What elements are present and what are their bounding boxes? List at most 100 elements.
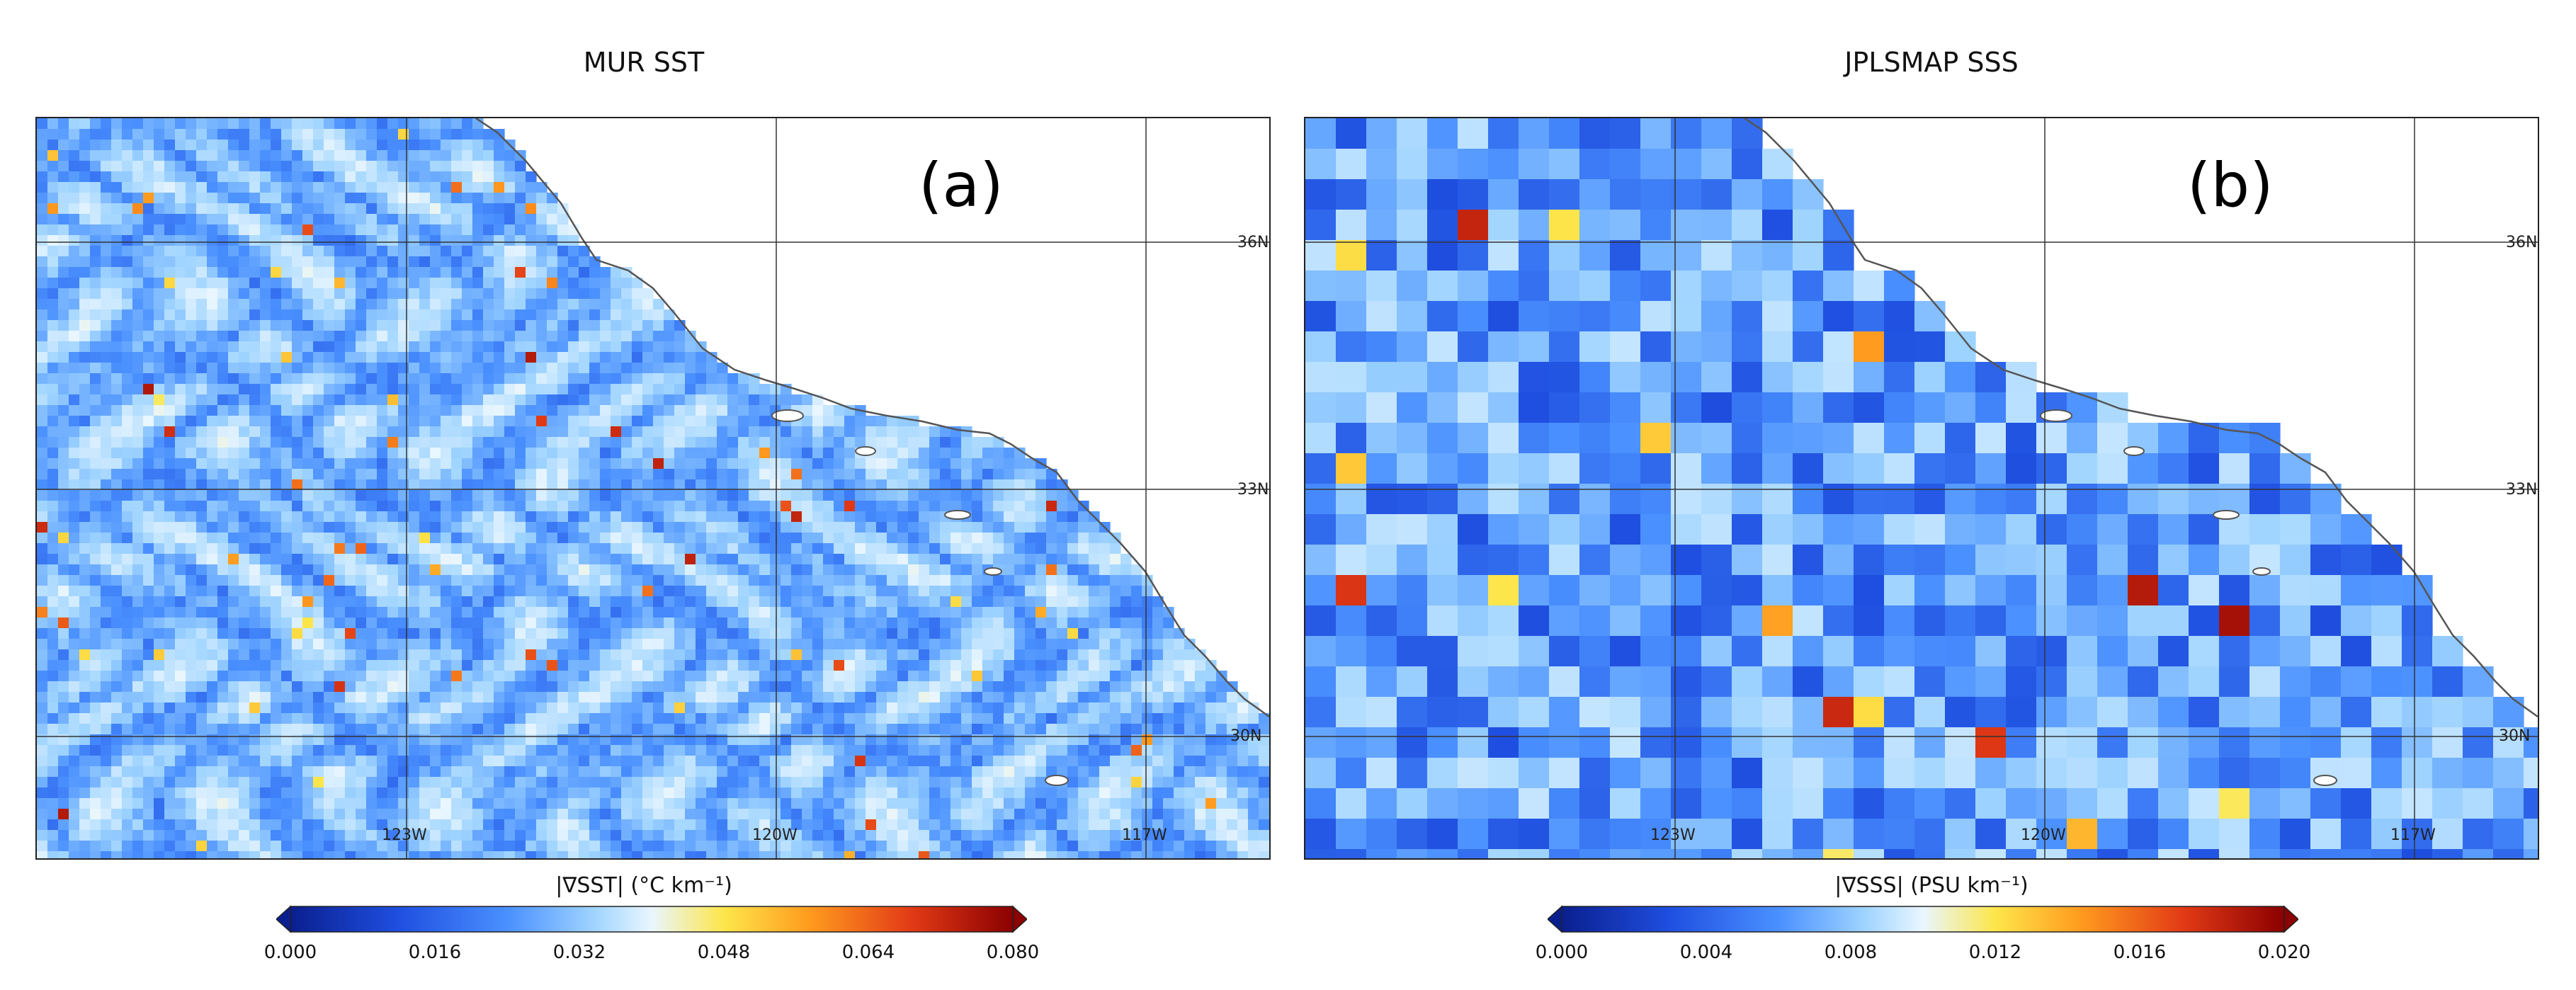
map-cell <box>1110 745 1121 756</box>
map-cell <box>653 564 664 576</box>
map-cell <box>154 437 165 448</box>
map-cell <box>164 182 176 193</box>
map-cell <box>504 469 516 480</box>
map-cell <box>132 490 144 501</box>
map-cell <box>600 511 611 523</box>
map-cell <box>972 607 983 618</box>
map-cell <box>90 363 101 374</box>
map-cell <box>982 618 994 629</box>
map-cell <box>557 331 569 342</box>
map-cell <box>249 543 261 554</box>
map-cell <box>302 448 314 459</box>
map-cell <box>526 288 537 300</box>
map-cell <box>90 490 101 501</box>
map-cell <box>759 628 771 639</box>
map-cell <box>249 235 261 246</box>
map-cell <box>897 522 909 533</box>
map-cell <box>90 203 101 215</box>
map-cell <box>961 618 972 629</box>
map-cell <box>611 352 622 363</box>
map-cell <box>302 618 314 629</box>
map-cell <box>419 671 431 682</box>
map-cell <box>642 596 654 608</box>
map-cell <box>122 416 133 427</box>
map-cell <box>101 214 112 225</box>
map-cell <box>430 596 441 608</box>
map-cell <box>186 299 197 310</box>
map-cell <box>334 129 346 140</box>
map-cell <box>377 618 388 629</box>
map-cell <box>122 203 133 215</box>
map-cell <box>951 681 962 693</box>
map-cell <box>398 671 409 682</box>
map-cell <box>844 479 856 491</box>
map-cell <box>430 437 441 448</box>
map-cell <box>164 140 176 151</box>
map-cell <box>621 501 632 512</box>
map-cell <box>494 734 505 746</box>
map-cell <box>568 639 579 650</box>
map-cell <box>759 501 771 512</box>
map-cell <box>504 182 516 193</box>
map-cell <box>249 448 261 459</box>
map-cell <box>324 140 335 151</box>
map-cell <box>855 554 866 565</box>
map-cell <box>908 469 919 480</box>
map-cell <box>79 671 91 682</box>
map-cell <box>791 437 802 448</box>
map-cell <box>1004 734 1015 746</box>
map-cell <box>37 214 48 225</box>
map-cell <box>1025 660 1036 671</box>
map-cell <box>1046 628 1057 639</box>
map-cell <box>547 235 558 246</box>
map-cell <box>366 140 378 151</box>
map-cell <box>292 394 303 406</box>
map-cell <box>685 437 696 448</box>
map-cell <box>504 596 516 608</box>
map-cell <box>1089 575 1100 586</box>
map-cell <box>887 671 898 682</box>
map-cell <box>249 671 261 682</box>
map-cell <box>398 118 409 130</box>
map-cell <box>1152 596 1164 608</box>
map-cell <box>292 288 303 300</box>
map-cell <box>568 671 579 682</box>
map-cell <box>1078 564 1089 576</box>
map-cell <box>334 692 346 703</box>
map-cell <box>812 533 824 544</box>
map-cell <box>186 596 197 608</box>
map-cell <box>122 745 133 756</box>
map-cell <box>526 522 537 533</box>
map-cell <box>568 586 579 597</box>
map-cell <box>164 405 176 416</box>
map-cell <box>770 533 781 544</box>
map-cell <box>483 416 494 427</box>
map-cell <box>302 564 314 576</box>
map-cell <box>494 299 505 310</box>
map-cell <box>175 299 186 310</box>
map-cell <box>1152 607 1164 618</box>
map-cell <box>887 649 898 661</box>
map-cell <box>472 607 484 618</box>
map-cell <box>58 416 69 427</box>
map-cell <box>101 246 112 257</box>
map-cell <box>483 171 494 183</box>
map-cell <box>887 660 898 671</box>
map-cell <box>504 448 516 459</box>
map-cell <box>812 479 824 491</box>
map-cell <box>345 256 356 268</box>
map-cell <box>175 171 186 183</box>
map-cell <box>58 224 69 236</box>
map-cell <box>526 501 537 512</box>
map-cell <box>441 586 452 597</box>
map-cell <box>717 458 728 470</box>
map-cell <box>483 405 494 416</box>
map-cell <box>600 373 611 385</box>
map-cell <box>834 713 845 724</box>
map-cell <box>122 692 133 703</box>
map-cell <box>334 554 346 565</box>
map-cell <box>972 649 983 661</box>
map-cell <box>674 352 686 363</box>
map-cell <box>611 522 622 533</box>
map-cell <box>727 533 739 544</box>
